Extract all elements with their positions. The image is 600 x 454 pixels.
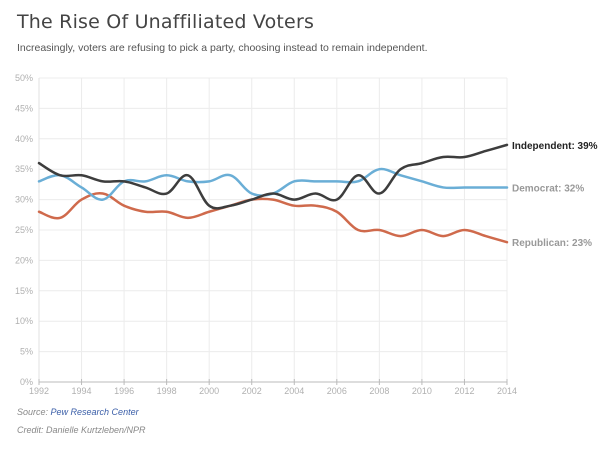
x-tick-label: 2002	[242, 386, 262, 396]
x-tick-label: 2008	[369, 386, 389, 396]
label-republican: Republican: 23%	[512, 238, 592, 249]
y-tick-label: 50%	[15, 73, 33, 83]
x-tick-label: 2006	[327, 386, 347, 396]
gridlines	[38, 77, 508, 382]
y-tick-label: 15%	[15, 286, 33, 296]
x-tick-label: 2004	[284, 386, 304, 396]
x-tick-label: 1998	[157, 386, 177, 396]
source-link[interactable]: Pew Research Center	[50, 407, 139, 417]
x-axis: 1992 1994 1996 1998 2000 2002 2004 2006 2008 2010…	[29, 379, 517, 396]
x-tick-label: 1994	[72, 386, 92, 396]
y-tick-label: 10%	[15, 316, 33, 326]
y-tick-label: 40%	[15, 134, 33, 144]
credit-note: Credit: Danielle Kurtzleben/NPR	[17, 425, 146, 435]
series-lines	[37, 143, 509, 244]
y-tick-label: 30%	[15, 195, 33, 205]
y-tick-label: 25%	[15, 225, 33, 235]
line-democrat	[37, 167, 509, 201]
x-tick-label: 2012	[454, 386, 474, 396]
chart-title: The Rise Of Unaffiliated Voters	[17, 11, 315, 33]
y-tick-label: 35%	[15, 164, 33, 174]
line-independent	[37, 143, 509, 210]
source-note: Source: Pew Research Center	[17, 407, 139, 417]
y-tick-label: 20%	[15, 255, 33, 265]
source-prefix: Source:	[17, 407, 51, 417]
line-republican	[37, 192, 509, 244]
y-tick-label: 5%	[20, 347, 33, 357]
y-tick-label: 45%	[15, 103, 33, 113]
y-tick-label: 0%	[20, 377, 33, 387]
x-tick-label: 2010	[412, 386, 432, 396]
chart-subtitle: Increasingly, voters are refusing to pic…	[17, 42, 428, 54]
label-democrat: Democrat: 32%	[512, 183, 584, 194]
x-tick-label: 2000	[199, 386, 219, 396]
x-tick-label: 2014	[497, 386, 517, 396]
y-axis: 0% 5% 10% 15% 20% 25% 30% 35% 40% 45% 50%	[15, 73, 40, 387]
x-tick-label: 1992	[29, 386, 49, 396]
series-labels: Republican: 23% Democrat: 32% Independent:…	[512, 141, 598, 249]
x-tick-label: 1996	[114, 386, 134, 396]
label-independent: Independent: 39%	[512, 141, 598, 152]
